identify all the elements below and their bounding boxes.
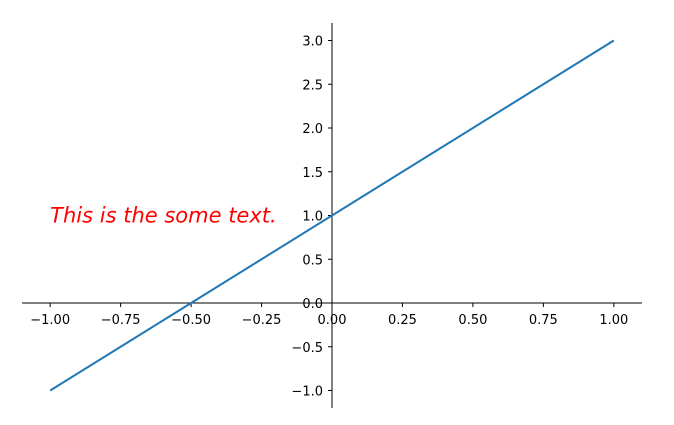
x-tick-label: 0.75 bbox=[529, 313, 558, 328]
x-tick-label: 1.00 bbox=[599, 313, 628, 328]
x-tick-label: −0.50 bbox=[171, 313, 211, 328]
x-tick-label: −0.25 bbox=[242, 313, 282, 328]
y-tick-label: 3.0 bbox=[302, 35, 323, 50]
y-tick-label: −0.5 bbox=[291, 341, 323, 356]
y-tick-label: 0.0 bbox=[302, 297, 323, 312]
x-tick-label: −1.00 bbox=[30, 313, 70, 328]
y-tick-label: 2.0 bbox=[302, 122, 323, 137]
ticks: −1.00 −0.75 −0.50 −0.25 0.00 0.25 0.50 0.75 1.00… bbox=[30, 35, 628, 400]
y-tick-label: 0.5 bbox=[302, 253, 323, 268]
y-tick-label: 1.5 bbox=[302, 166, 323, 181]
y-tick-label: 1.0 bbox=[302, 210, 323, 225]
annotation-text: This is the some text. bbox=[50, 204, 277, 228]
x-tick-label: 0.00 bbox=[318, 313, 347, 328]
x-tick-label: 0.25 bbox=[388, 313, 417, 328]
x-tick-label: −0.75 bbox=[101, 313, 141, 328]
series-layer bbox=[49, 39, 615, 392]
y-tick-label: −1.0 bbox=[291, 385, 323, 400]
y-tick-label: 2.5 bbox=[302, 78, 323, 93]
annotation-layer: This is the some text. bbox=[50, 204, 277, 228]
x-tick-label: 0.50 bbox=[458, 313, 487, 328]
series-line-0 bbox=[49, 39, 615, 392]
